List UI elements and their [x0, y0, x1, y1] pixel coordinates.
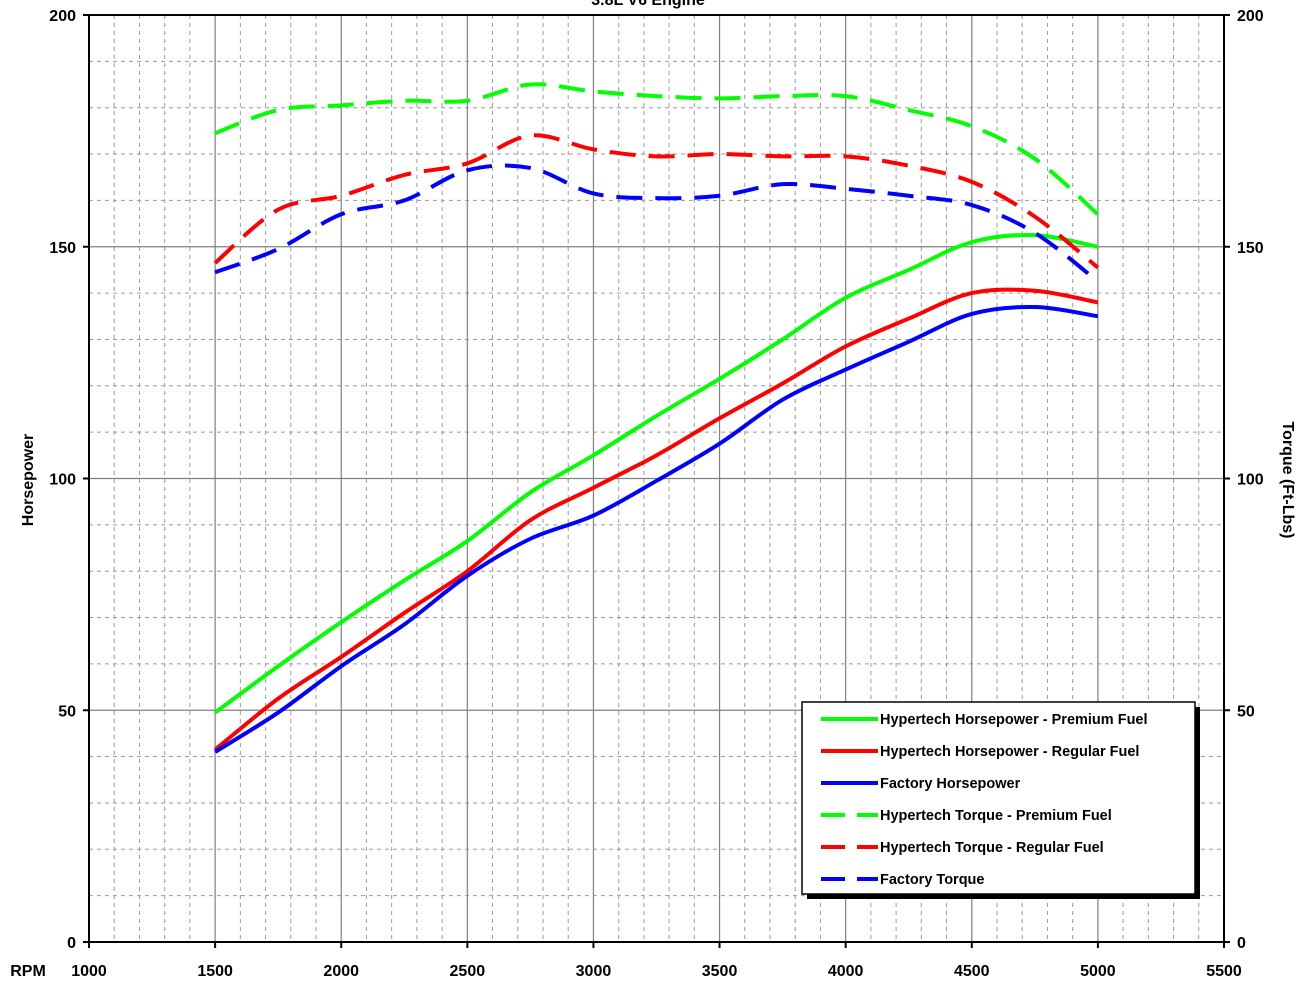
- legend-label-6: Factory Torque: [880, 872, 984, 888]
- legend: Hypertech Horsepower - Premium Fuel Hyper…: [801, 701, 1200, 899]
- series-line-6: [214, 163, 1100, 284]
- series-line-4: [214, 82, 1100, 216]
- series-line-1: [213, 233, 1099, 715]
- y-tick-label-left: 0: [67, 935, 76, 952]
- axes: 1000 1500 2000 2500 3000 3500 4000 4500 5000 5500…: [49, 8, 1264, 980]
- y-tick-label-left: 150: [49, 240, 76, 257]
- x-tick-label: 1500: [197, 963, 233, 980]
- series-lines: [213, 82, 1100, 754]
- x-tick-label: 4000: [828, 963, 864, 980]
- series-line-2: [213, 287, 1099, 752]
- x-tick-label: 5500: [1206, 963, 1242, 980]
- y-tick-label-right: 200: [1237, 8, 1264, 25]
- x-axis-title: RPM: [10, 963, 46, 980]
- x-tick-label: 3000: [576, 963, 612, 980]
- legend-label-1: Hypertech Horsepower - Premium Fuel: [880, 712, 1148, 728]
- series-line-3: [214, 304, 1099, 754]
- y-tick-label-left: 200: [49, 8, 76, 25]
- y-tick-label-left: 50: [58, 703, 76, 720]
- x-tick-label: 1000: [71, 963, 107, 980]
- legend-label-4: Hypertech Torque - Premium Fuel: [880, 808, 1112, 824]
- y-axis-title-left: Horsepower: [20, 434, 37, 526]
- y-tick-label-right: 150: [1237, 240, 1264, 257]
- legend-box: [801, 701, 1196, 895]
- chart-title: 3.8L V6 Engine: [591, 0, 705, 9]
- y-axis-title-right: Torque (Ft-Lbs): [1279, 421, 1296, 538]
- x-tick-label: 5000: [1080, 963, 1116, 980]
- x-tick-label: 4500: [954, 963, 990, 980]
- legend-label-2: Hypertech Horsepower - Regular Fuel: [880, 744, 1139, 760]
- x-tick-label: 2500: [450, 963, 486, 980]
- x-tick-label: 3500: [702, 963, 738, 980]
- y-tick-label-right: 0: [1237, 935, 1246, 952]
- series-line-5: [213, 133, 1100, 270]
- y-tick-label-left: 100: [49, 472, 76, 489]
- legend-label-3: Factory Horsepower: [880, 776, 1021, 792]
- x-tick-label: 2000: [323, 963, 359, 980]
- y-tick-label-right: 50: [1237, 703, 1255, 720]
- legend-label-5: Hypertech Torque - Regular Fuel: [880, 840, 1104, 856]
- y-tick-label-right: 100: [1237, 472, 1264, 489]
